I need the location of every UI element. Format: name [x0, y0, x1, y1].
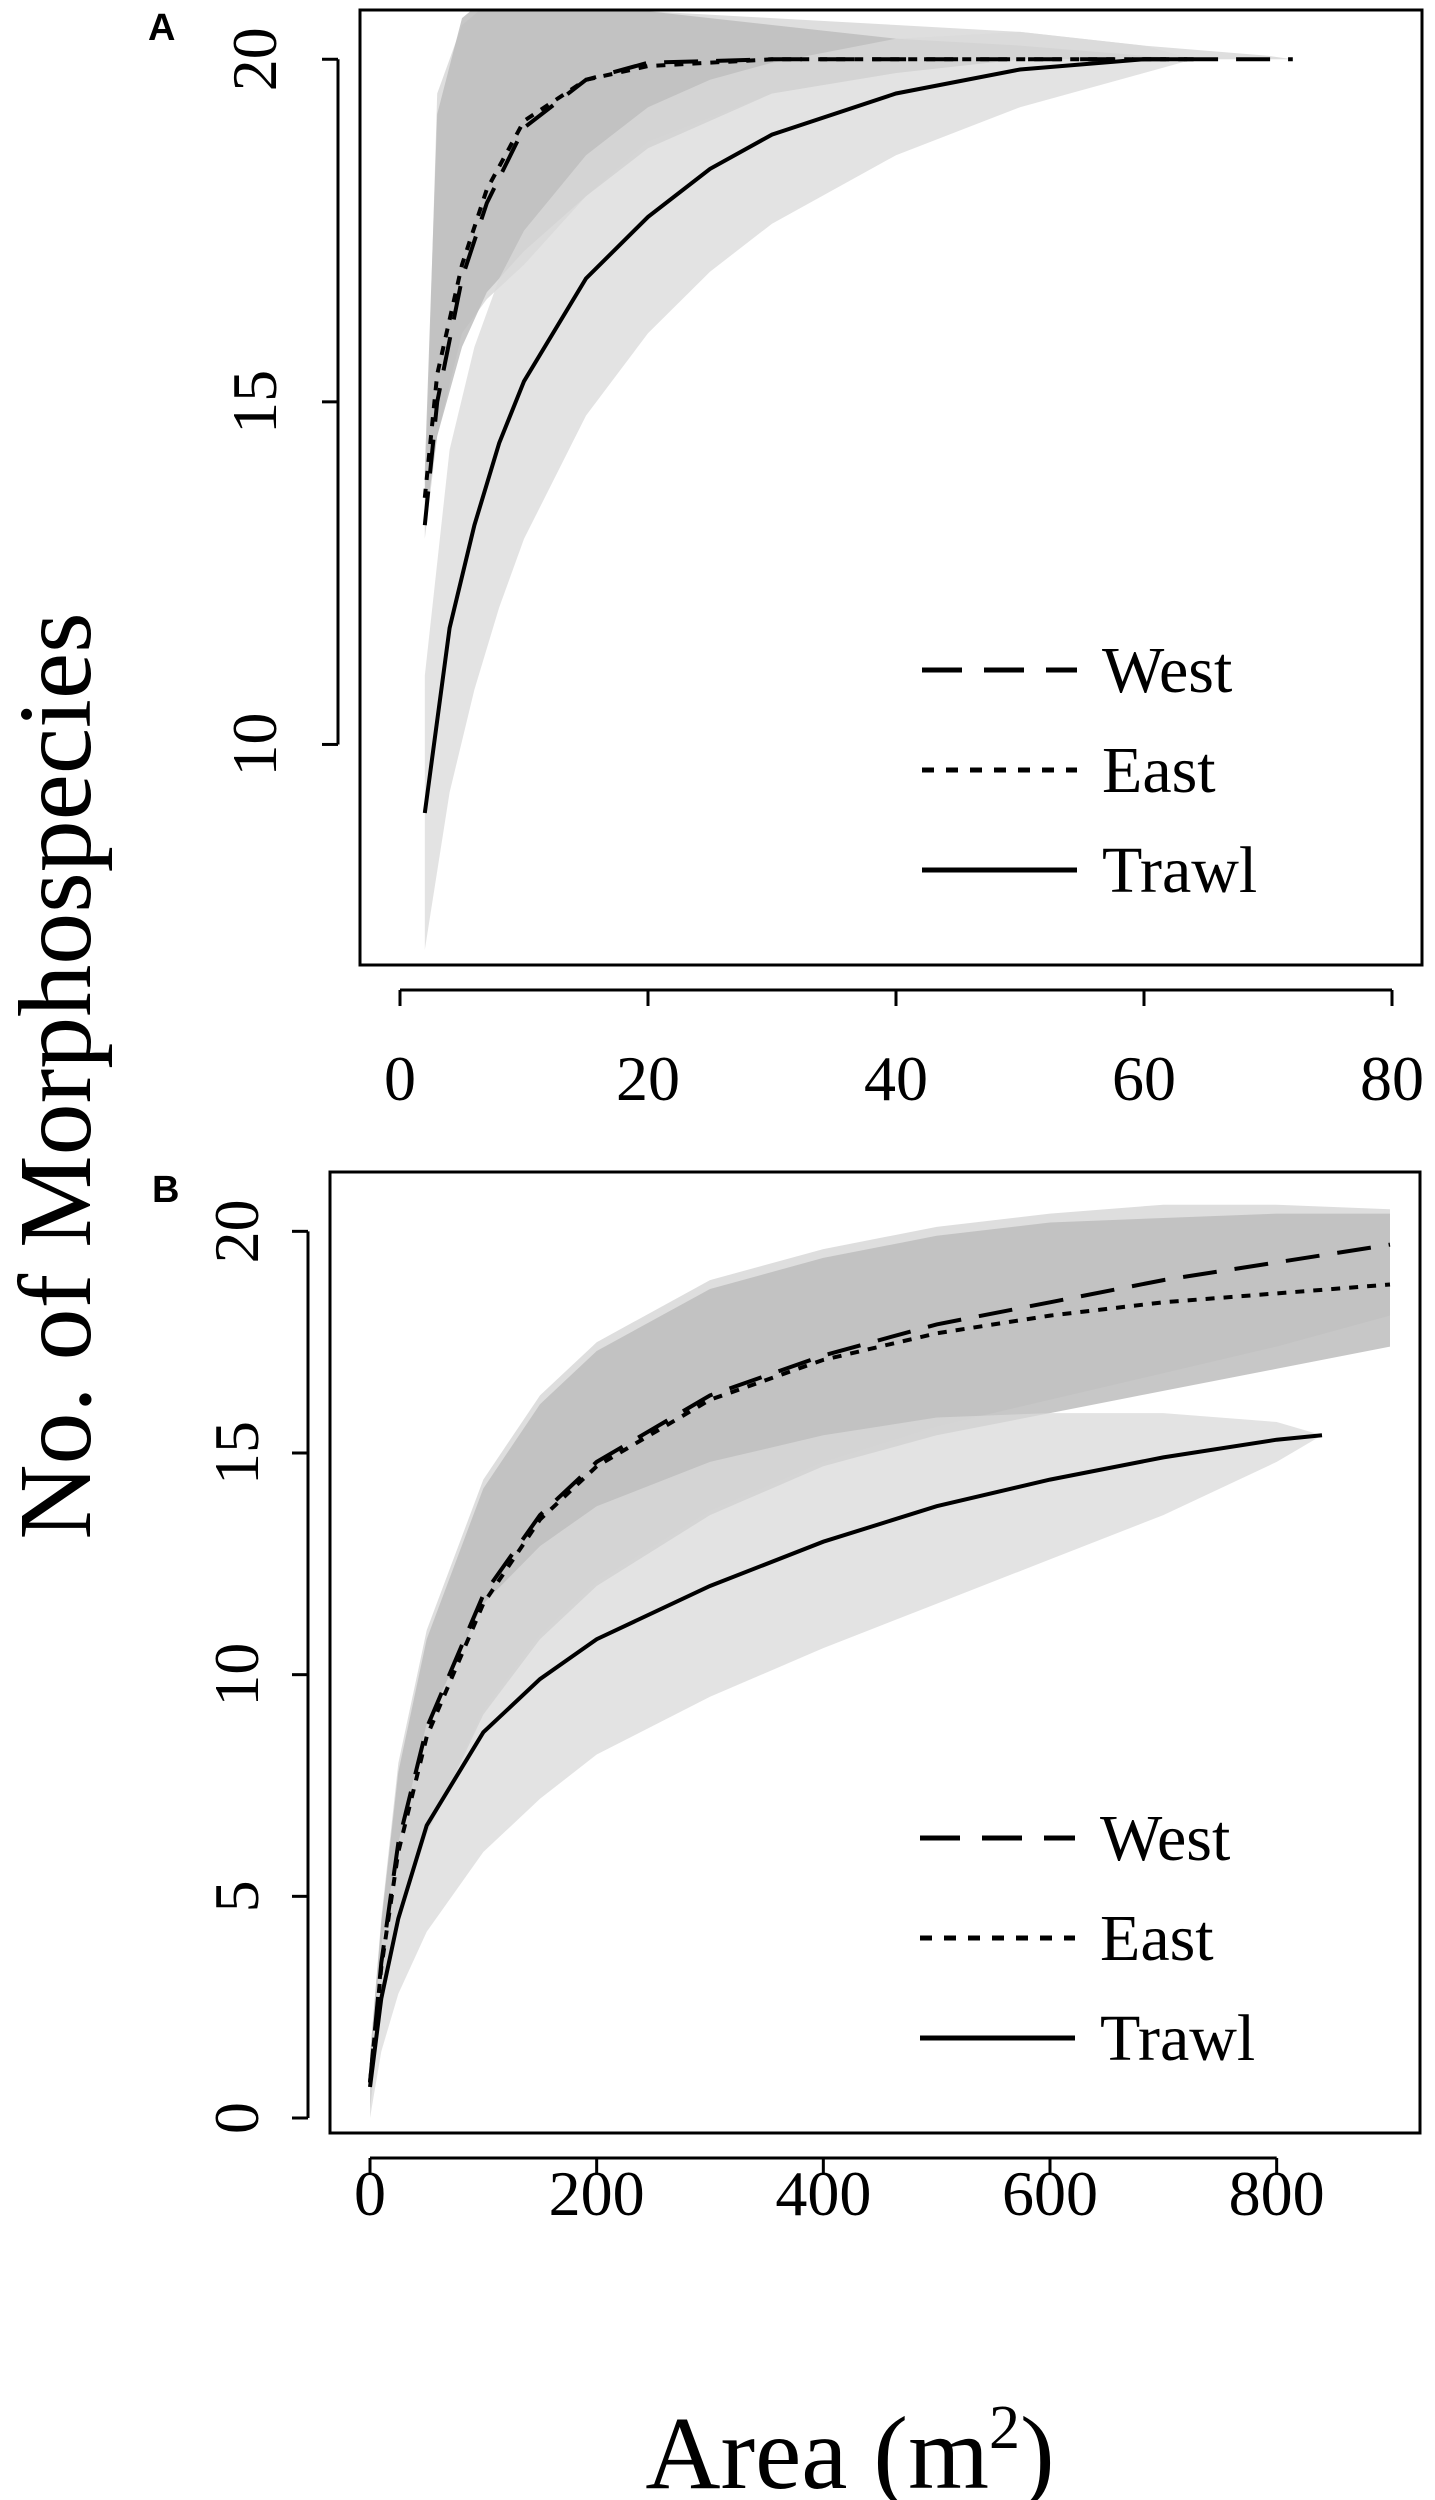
legend-label-west: West — [1102, 634, 1232, 707]
panel-letter: B — [152, 1169, 179, 1211]
x-tick-label: 0 — [384, 1043, 416, 1114]
x-tick-label: 400 — [775, 2158, 871, 2229]
band-trawl — [370, 1413, 1322, 2118]
series-line-west — [368, 1242, 1391, 2083]
plot-area — [422, 10, 1293, 950]
plot-frame — [358, 8, 1424, 967]
y-axis-label: No. of Morphospecies — [0, 612, 113, 1539]
plot-area — [368, 1204, 1391, 2118]
y-tick-label: 15 — [201, 1421, 272, 1485]
legend-label-west: West — [1100, 1802, 1230, 1875]
x-tick-label: 60 — [1112, 1043, 1176, 1114]
panel-letter: A — [148, 7, 175, 49]
legend: West East Trawl — [922, 634, 1257, 907]
y-tick-label: 5 — [201, 1880, 272, 1912]
series-line-east — [422, 57, 1194, 498]
x-tick-label: 800 — [1229, 2158, 1325, 2229]
band-trawl — [424, 31, 1194, 950]
x-tick-label: 600 — [1002, 2158, 1098, 2229]
x-axis: 0 20 40 60 80 — [384, 988, 1424, 1114]
y-axis: 0 5 10 15 20 — [201, 1199, 310, 2134]
x-tick-label: 80 — [1360, 1043, 1424, 1114]
series-line-trawl — [368, 1433, 1323, 2088]
x-axis: 0 200 400 600 800 — [354, 2156, 1325, 2229]
band-east — [370, 1213, 1390, 2110]
chart-panel-b: 0 200 400 600 800 0 5 10 15 20 B West East Trawl — [152, 1169, 1422, 2229]
x-axis-label-main: Area (m — [645, 2396, 989, 2500]
legend-label-trawl: Trawl — [1100, 2002, 1255, 2075]
y-tick-label: 10 — [219, 712, 290, 776]
x-tick-label: 0 — [354, 2158, 386, 2229]
series-line-trawl — [422, 57, 1194, 814]
y-tick-label: 0 — [201, 2102, 272, 2134]
legend-label-trawl: Trawl — [1102, 834, 1257, 907]
x-tick-label: 20 — [616, 1043, 680, 1114]
x-tick-label: 40 — [864, 1043, 928, 1114]
legend-label-east: East — [1102, 734, 1216, 807]
x-axis-label: Area (m2) — [645, 2394, 1054, 2500]
legend: West East Trawl — [920, 1802, 1255, 2075]
legend-label-east: East — [1100, 1902, 1214, 1975]
plot-frame — [328, 1170, 1422, 2135]
series-line-east — [368, 1282, 1391, 2083]
x-axis-label-superscript: 2 — [989, 2394, 1020, 2462]
y-axis: 10 15 20 — [219, 27, 340, 776]
y-tick-label: 20 — [219, 27, 290, 91]
chart-panel-a: 0 20 40 60 80 10 15 20 A West East Trawl — [148, 7, 1424, 1114]
y-tick-label: 15 — [219, 370, 290, 434]
y-tick-label: 20 — [201, 1199, 272, 1263]
y-tick-label: 10 — [201, 1643, 272, 1707]
x-axis-label-close: ) — [1020, 2396, 1055, 2500]
x-tick-label: 200 — [549, 2158, 645, 2229]
